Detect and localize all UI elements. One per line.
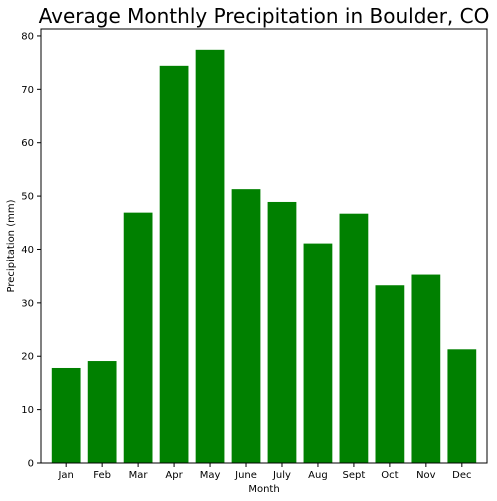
x-tick-label: Dec — [452, 470, 471, 481]
y-tick-label: 0 — [28, 459, 34, 470]
y-tick-label: 30 — [21, 298, 34, 309]
x-tick-label: June — [234, 470, 257, 481]
bar-dec — [447, 349, 477, 463]
bar-july — [267, 201, 297, 463]
bar-sept — [339, 213, 369, 463]
x-tick-label: Jan — [57, 470, 73, 481]
bar-aug — [303, 243, 333, 463]
y-tick-label: 60 — [21, 138, 34, 149]
bar-may — [195, 49, 225, 463]
x-tick-label: Sept — [343, 470, 366, 481]
x-tick-label: Nov — [416, 470, 436, 481]
x-tick-label: Feb — [93, 470, 111, 481]
x-tick-label: Oct — [381, 470, 398, 481]
y-tick-label: 50 — [21, 192, 34, 203]
bar-apr — [159, 65, 189, 463]
bar-june — [231, 189, 261, 463]
y-tick-label: 40 — [21, 245, 34, 256]
x-axis-label: Month — [248, 484, 279, 495]
plot-frame — [40, 28, 488, 464]
x-tick-label: July — [272, 470, 291, 481]
bar-jan — [51, 367, 81, 463]
bars-group — [51, 49, 477, 463]
x-tick-label: May — [200, 470, 221, 481]
bar-nov — [411, 274, 441, 463]
y-tick-label: 10 — [21, 405, 34, 416]
y-axis: 0 10 20 30 40 50 60 70 80 — [21, 31, 41, 470]
y-tick-label: 70 — [21, 85, 34, 96]
chart-title: Average Monthly Precipitation in Boulder… — [39, 4, 490, 28]
bar-mar — [123, 212, 153, 463]
x-tick-label: Aug — [308, 470, 328, 481]
x-tick-label: Mar — [129, 470, 149, 481]
y-tick-label: 80 — [21, 31, 34, 42]
y-tick-label: 20 — [21, 352, 34, 363]
y-axis-label: Precipitation (mm) — [6, 199, 17, 292]
x-tick-label: Apr — [165, 470, 183, 481]
x-axis: Jan Feb Mar Apr May June July Aug Sept Oct Nov Dec — [57, 463, 472, 481]
bar-feb — [87, 361, 117, 463]
bar-oct — [375, 285, 405, 463]
